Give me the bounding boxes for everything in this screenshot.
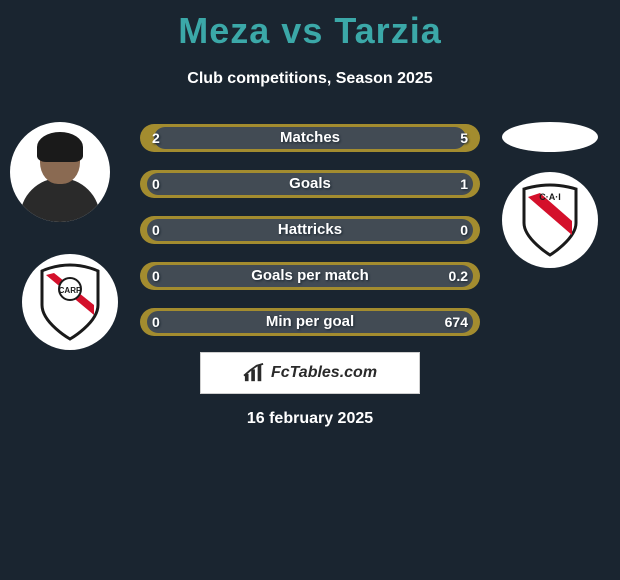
svg-text:CARP: CARP xyxy=(59,286,82,295)
subtitle: Club competitions, Season 2025 xyxy=(0,52,620,88)
stat-value-right: 674 xyxy=(445,308,468,336)
stat-value-right: 0 xyxy=(460,216,468,244)
comparison-card: Meza vs Tarzia Club competitions, Season… xyxy=(0,0,620,580)
stats-block: 2 Matches 5 0 Goals 1 0 Hattricks 0 0 Go… xyxy=(140,124,480,354)
stat-label: Goals per match xyxy=(140,262,480,290)
stat-row: 0 Hattricks 0 xyxy=(140,216,480,244)
club-left-crest: CARP xyxy=(22,254,118,350)
player-left-avatar xyxy=(10,122,110,222)
stat-label: Hattricks xyxy=(140,216,480,244)
brand-text: FcTables.com xyxy=(271,364,377,382)
stat-label: Min per goal xyxy=(140,308,480,336)
stat-value-right: 5 xyxy=(460,124,468,152)
stat-row: 0 Goals per match 0.2 xyxy=(140,262,480,290)
stat-label: Goals xyxy=(140,170,480,198)
stat-label: Matches xyxy=(140,124,480,152)
stat-row: 0 Goals 1 xyxy=(140,170,480,198)
bar-chart-icon xyxy=(243,363,265,383)
player-right-avatar xyxy=(502,122,598,152)
club-right-crest: C·A·I xyxy=(502,172,598,268)
stat-value-right: 1 xyxy=(460,170,468,198)
stat-row: 2 Matches 5 xyxy=(140,124,480,152)
brand-badge: FcTables.com xyxy=(200,352,420,394)
river-plate-crest-icon: CARP xyxy=(34,263,106,341)
page-title: Meza vs Tarzia xyxy=(0,0,620,52)
stat-row: 0 Min per goal 674 xyxy=(140,308,480,336)
date-text: 16 february 2025 xyxy=(0,410,620,428)
independiente-crest-icon: C·A·I xyxy=(518,183,582,257)
svg-text:C·A·I: C·A·I xyxy=(539,192,561,202)
stat-value-right: 0.2 xyxy=(449,262,468,290)
